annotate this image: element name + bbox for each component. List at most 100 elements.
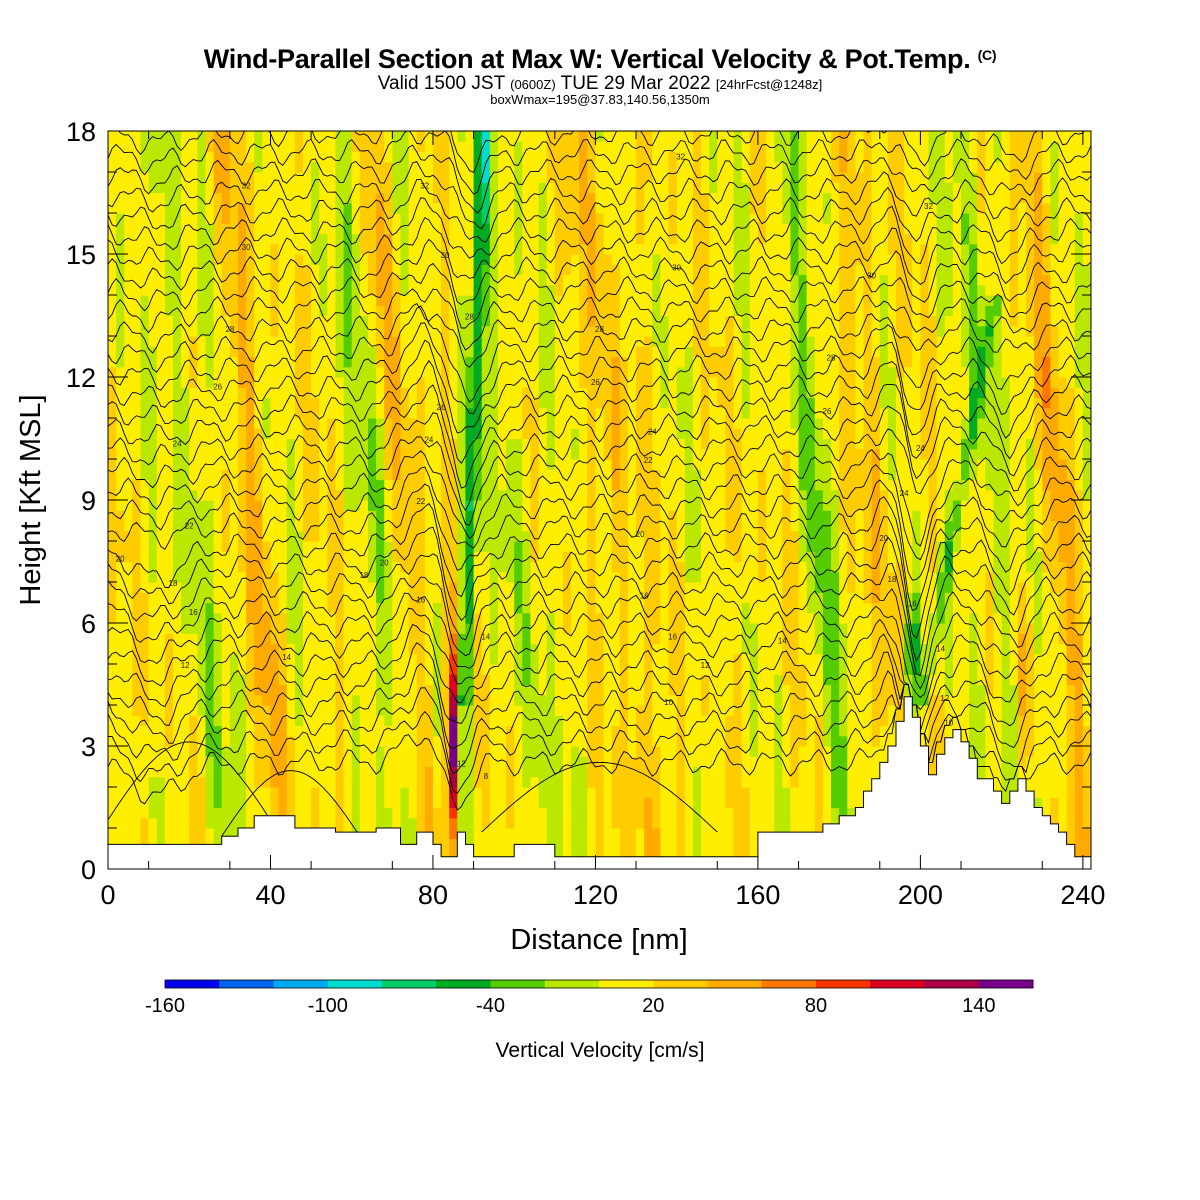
field-cell (302, 510, 312, 522)
field-cell (343, 418, 353, 429)
field-cell (335, 725, 345, 737)
field-cell (579, 541, 588, 552)
field-cell (351, 674, 361, 686)
field-cell (400, 448, 410, 460)
field-cell (546, 766, 556, 778)
field-cell (286, 274, 296, 286)
field-cell (530, 776, 540, 788)
field-cell (408, 325, 418, 337)
field-cell (343, 571, 353, 583)
field-cell (270, 428, 280, 440)
field-cell (408, 746, 418, 757)
field-cell (392, 151, 402, 163)
field-cell (124, 346, 133, 358)
field-cell (636, 500, 645, 511)
field-cell (229, 828, 239, 839)
field-cell (205, 510, 215, 522)
field-cell (343, 182, 353, 194)
field-cell (660, 735, 670, 747)
field-cell (497, 500, 507, 511)
field-cell (603, 469, 613, 481)
field-cell (327, 664, 337, 675)
field-cell (205, 561, 215, 573)
field-cell (246, 151, 255, 163)
field-cell (351, 397, 361, 409)
field-cell (140, 643, 150, 655)
field-cell (124, 541, 133, 552)
field-cell (156, 612, 166, 624)
field-cell (652, 674, 662, 686)
field-cell (416, 377, 426, 388)
field-cell (164, 264, 174, 276)
field-cell (197, 643, 207, 655)
field-cell (457, 664, 467, 675)
field-cell (449, 746, 458, 757)
field-cell (514, 582, 523, 593)
field-cell (197, 172, 207, 183)
field-cell (538, 346, 548, 358)
field-cell (213, 397, 223, 409)
field-cell (514, 500, 523, 511)
field-cell (449, 233, 458, 245)
field-cell (636, 407, 645, 419)
field-cell (335, 315, 345, 327)
field-cell (311, 766, 320, 778)
field-cell (172, 653, 182, 665)
field-cell (538, 694, 548, 706)
field-cell (351, 582, 361, 593)
field-cell (132, 202, 142, 214)
field-cell (424, 489, 434, 501)
field-cell (554, 131, 564, 142)
field-cell (562, 684, 572, 696)
field-cell (311, 746, 320, 757)
field-cell (221, 715, 231, 727)
field-cell (619, 776, 629, 788)
field-cell (172, 213, 182, 224)
field-cell (457, 489, 467, 501)
field-cell (587, 407, 597, 419)
field-cell (571, 264, 580, 276)
field-cell (278, 541, 288, 552)
field-cell (221, 520, 231, 532)
field-cell (489, 151, 499, 163)
field-cell (571, 407, 580, 419)
field-cell (497, 479, 507, 491)
field-cell (400, 356, 410, 368)
field-cell (619, 479, 629, 491)
field-cell (449, 684, 458, 696)
field-cell (522, 233, 532, 245)
field-cell (506, 705, 515, 716)
field-cell (237, 356, 247, 368)
field-cell (400, 653, 410, 665)
field-cell (571, 438, 580, 450)
field-cell (164, 192, 174, 204)
field-cell (619, 459, 629, 470)
field-cell (603, 315, 613, 327)
field-cell (254, 520, 263, 532)
field-cell (148, 459, 158, 470)
field-cell (302, 705, 312, 716)
field-cell (343, 284, 353, 296)
field-cell (343, 243, 353, 255)
field-cell (116, 233, 125, 245)
field-cell (246, 448, 255, 460)
field-cell (432, 530, 442, 542)
field-cell (319, 407, 328, 419)
field-cell (384, 161, 393, 173)
field-cell (546, 653, 556, 665)
field-cell (392, 377, 402, 388)
field-cell (205, 715, 215, 727)
field-cell (367, 366, 377, 378)
field-cell (286, 233, 296, 245)
field-cell (124, 336, 133, 347)
field-cell (522, 838, 532, 850)
field-cell (270, 213, 280, 224)
field-cell (400, 469, 410, 481)
field-cell (246, 633, 255, 645)
field-cell (246, 131, 255, 142)
field-cell (351, 233, 361, 245)
field-cell (294, 459, 304, 470)
field-cell (416, 254, 426, 265)
field-cell (181, 664, 190, 675)
field-cell (595, 520, 605, 532)
